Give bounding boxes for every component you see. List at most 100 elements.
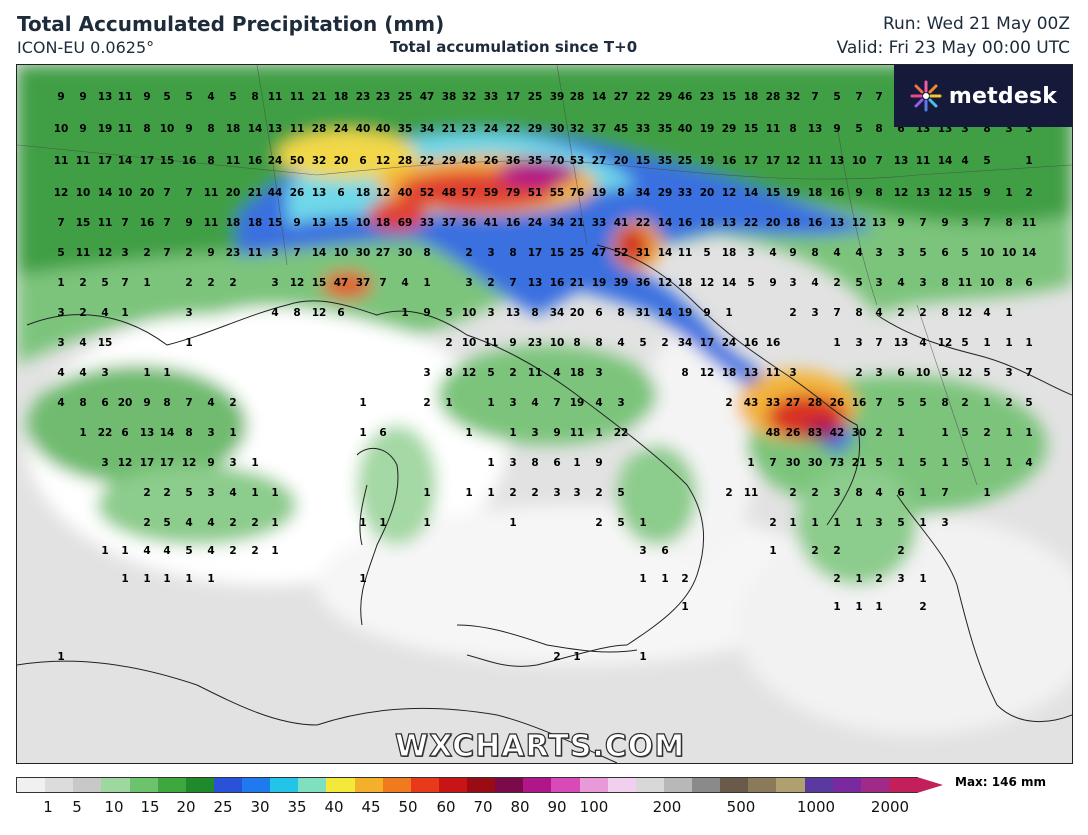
precip-value-label: 19 [785,187,801,199]
scale-tick-label: 1000 [796,798,836,816]
precip-value-label: 70 [549,155,565,167]
precip-value-label: 10 [851,155,867,167]
precip-value-label: 2 [897,307,905,319]
precip-value-label: 6 [337,187,345,199]
precip-value-label: 11 [53,155,69,167]
precip-value-label: 13 [505,307,521,319]
precip-value-label: 2 [595,487,603,499]
precip-value-label: 3 [875,277,883,289]
precip-value-label: 40 [397,187,413,199]
precip-value-label: 5 [617,487,625,499]
precip-value-label: 11 [267,91,283,103]
watermark: WXCHARTS.COM [394,728,686,764]
precip-value-label: 2 [143,487,151,499]
precip-value-label: 2 [553,651,561,663]
precip-value-label: 5 [487,367,495,379]
precip-value-label: 1 [897,427,905,439]
precip-value-label: 17 [139,155,155,167]
precip-value-label: 28 [311,123,327,135]
precip-value-label: 32 [569,123,585,135]
precip-value-label: 14 [721,277,737,289]
precip-value-label: 7 [811,91,819,103]
precip-value-label: 27 [785,397,801,409]
precip-value-label: 14 [311,247,327,259]
precip-value-label: 5 [185,545,193,557]
precip-value-label: 46 [677,91,693,103]
precip-value-label: 36 [635,277,651,289]
precip-value-label: 5 [747,277,755,289]
precip-value-label: 8 [573,337,581,349]
precip-value-label: 25 [397,91,413,103]
precip-value-label: 11 [225,155,241,167]
precip-value-label: 2 [833,573,841,585]
precip-value-label: 1 [143,367,151,379]
precip-value-label: 2 [465,247,473,259]
precip-value-label: 14 [657,217,673,229]
precip-value-label: 5 [961,337,969,349]
scale-swatch [663,778,692,792]
precip-value-label: 1 [1005,457,1013,469]
precip-value-label: 14 [1021,247,1037,259]
precip-value-label: 18 [699,217,715,229]
precip-value-label: 3 [121,247,129,259]
precip-value-label: 7 [875,337,883,349]
scale-tick-label: 35 [287,798,307,816]
precip-value-label: 28 [807,397,823,409]
precip-value-label: 8 [855,487,863,499]
precip-value-label: 4 [207,545,215,557]
precip-value-label: 5 [919,457,927,469]
precip-value-label: 1 [1005,307,1013,319]
precip-value-label: 13 [267,123,283,135]
precip-value-label: 19 [677,307,693,319]
precip-value-label: 6 [1025,277,1033,289]
precip-value-label: 11 [289,123,305,135]
precip-value-label: 26 [785,427,801,439]
precip-value-label: 24 [333,123,349,135]
precip-value-label: 11 [1021,217,1037,229]
chart-subtitle: Total accumulation since T+0 [390,38,638,56]
precip-value-label: 5 [855,123,863,135]
precip-value-label: 2 [961,397,969,409]
precip-value-label: 4 [101,307,109,319]
precip-value-label: 2 [445,337,453,349]
precip-value-label: 1 [359,517,367,529]
scale-tick-label: 70 [473,798,493,816]
precip-value-label: 9 [423,307,431,319]
precip-value-label: 1 [57,651,65,663]
precip-value-label: 1 [919,487,927,499]
precip-value-label: 5 [163,517,171,529]
precip-value-label: 28 [765,91,781,103]
precip-value-label: 3 [897,247,905,259]
scale-swatch [17,778,46,792]
precip-value-label: 16 [765,337,781,349]
precip-value-label: 10 [915,367,931,379]
precip-value-label: 5 [983,367,991,379]
metdesk-flower-icon [910,80,942,112]
precip-value-label: 34 [549,217,565,229]
precip-value-label: 10 [979,247,995,259]
precip-value-label: 11 [527,367,543,379]
precip-value-label: 3 [833,487,841,499]
precip-value-label: 11 [289,91,305,103]
scale-tick-label: 25 [213,798,233,816]
precip-value-label: 4 [271,307,279,319]
precip-value-label: 3 [961,217,969,229]
precip-value-label: 23 [375,91,391,103]
precip-value-label: 2 [143,247,151,259]
precip-value-label: 1 [465,427,473,439]
precip-value-label: 19 [591,277,607,289]
precip-value-label: 32 [785,91,801,103]
precip-value-label: 1 [465,487,473,499]
precip-value-label: 11 [915,155,931,167]
scale-tick-label: 30 [250,798,270,816]
precip-value-label: 10 [75,187,91,199]
precip-value-label: 30 [397,247,413,259]
precip-value-label: 2 [725,487,733,499]
precip-value-label: 50 [289,155,305,167]
precip-value-label: 3 [271,277,279,289]
precip-value-label: 5 [919,247,927,259]
precip-value-label: 29 [657,91,673,103]
precip-value-label: 33 [483,91,499,103]
precip-value-label: 4 [833,247,841,259]
precip-value-label: 1 [1025,155,1033,167]
